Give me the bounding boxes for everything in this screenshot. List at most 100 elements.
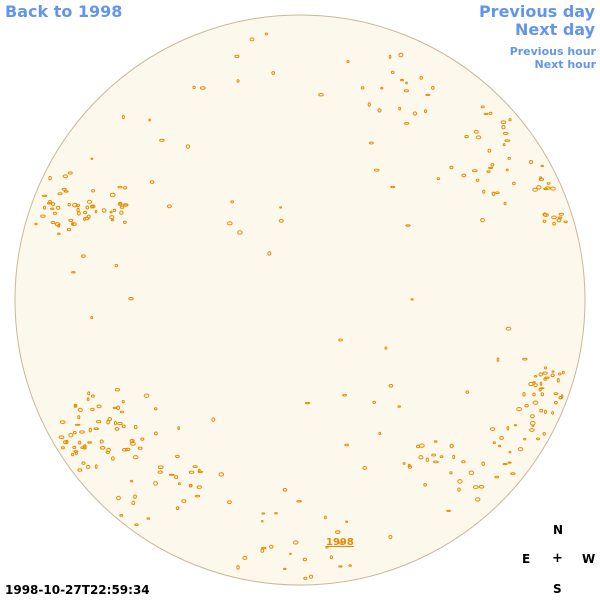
active-region-contour: [87, 441, 93, 444]
active-region-contour: [62, 174, 69, 179]
active-region-contour: [59, 420, 66, 425]
active-region-contour: [261, 546, 267, 550]
active-region-contour: [402, 462, 406, 465]
active-region-contour: [131, 500, 136, 506]
active-region-contour: [482, 189, 486, 194]
active-region-contour: [49, 207, 55, 210]
active-region-contour: [556, 378, 560, 383]
active-region-contour: [390, 185, 396, 189]
active-region-contour: [79, 430, 85, 434]
active-region-contour: [264, 32, 268, 36]
active-region-contour: [119, 210, 124, 215]
disk-year-link[interactable]: 1998: [326, 537, 354, 548]
active-region-contour: [560, 394, 564, 399]
active-region-contour: [372, 400, 377, 404]
back-to-year-link[interactable]: Back to 1998: [5, 2, 123, 21]
active-region-contour: [542, 371, 548, 375]
active-region-contour: [488, 166, 494, 170]
active-region-contour: [522, 357, 528, 361]
active-region-contour: [472, 169, 478, 173]
active-region-contour: [261, 512, 266, 515]
active-region-contour: [71, 271, 76, 274]
active-region-contour: [508, 118, 512, 122]
active-region-contour: [119, 410, 125, 414]
active-region-contour: [157, 465, 164, 470]
active-region-contour: [41, 194, 48, 198]
active-region-contour: [78, 440, 82, 445]
active-region-contour: [529, 160, 533, 164]
active-region-contour: [529, 428, 535, 432]
active-region-contour: [72, 202, 78, 208]
active-region-contour: [86, 214, 91, 219]
active-region-contour: [531, 424, 535, 427]
active-region-contour: [505, 168, 509, 172]
active-region-contour: [67, 202, 71, 207]
active-region-contour: [449, 165, 454, 170]
active-region-contour: [439, 455, 444, 459]
active-region-contour: [296, 500, 303, 503]
active-region-contour: [121, 424, 126, 429]
active-region-contour: [400, 78, 404, 82]
previous-hour-link[interactable]: Previous hour: [509, 45, 596, 58]
active-region-contour: [388, 54, 392, 59]
next-hour-link[interactable]: Next hour: [534, 58, 597, 71]
active-region-contour: [543, 366, 548, 370]
active-region-contour: [34, 222, 38, 226]
active-region-contour: [436, 177, 441, 181]
active-region-contours: [34, 32, 568, 580]
active-region-contour: [532, 400, 539, 405]
active-region-contour: [119, 205, 125, 209]
active-region-contour: [116, 405, 121, 411]
active-region-contour: [551, 411, 555, 415]
active-region-contour: [464, 134, 469, 139]
active-region-contour: [196, 485, 202, 489]
active-region-contour: [419, 443, 425, 448]
active-region-contour: [530, 414, 535, 419]
active-region-contour: [133, 424, 138, 430]
active-region-contour: [540, 392, 544, 397]
active-region-contour: [105, 450, 111, 454]
active-region-contour: [194, 494, 201, 498]
active-region-contour: [114, 427, 120, 431]
active-region-contour: [148, 118, 151, 122]
active-region-contour: [446, 509, 452, 512]
active-region-contour: [110, 218, 115, 222]
active-region-contour: [175, 454, 180, 459]
active-region-contour: [129, 479, 134, 483]
active-region-contour: [433, 440, 438, 443]
active-region-contour: [543, 213, 549, 217]
active-region-contour: [123, 186, 128, 190]
active-region-contour: [561, 370, 565, 375]
active-region-contour: [133, 494, 137, 499]
active-region-contour: [87, 391, 91, 396]
active-region-contour: [86, 397, 90, 402]
next-day-link[interactable]: Next day: [515, 20, 595, 39]
active-region-contour: [181, 499, 187, 503]
active-region-contour: [532, 381, 536, 384]
active-region-contour: [73, 450, 79, 453]
active-region-contour: [117, 421, 123, 426]
active-region-contour: [318, 93, 324, 97]
active-region-contour: [109, 210, 113, 214]
active-region-contour: [234, 54, 240, 59]
active-region-contour: [500, 120, 507, 124]
active-region-contour: [425, 93, 431, 97]
active-region-contour: [114, 264, 119, 268]
active-region-contour: [552, 221, 556, 226]
active-region-contour: [72, 430, 77, 435]
active-region-contour: [373, 168, 380, 172]
active-region-contour: [550, 373, 555, 378]
active-region-contour: [510, 472, 516, 475]
active-region-contour: [524, 404, 529, 408]
active-region-contour: [267, 251, 272, 256]
solar-disk-outline: [14, 14, 586, 586]
active-region-contour: [177, 426, 180, 431]
active-region-contour: [242, 555, 248, 561]
active-region-contour: [185, 144, 191, 149]
active-region-contour: [362, 465, 368, 470]
active-region-contour: [99, 439, 104, 444]
active-region-contour: [278, 218, 284, 223]
previous-day-link[interactable]: Previous day: [478, 2, 595, 21]
active-region-contour: [539, 381, 543, 386]
